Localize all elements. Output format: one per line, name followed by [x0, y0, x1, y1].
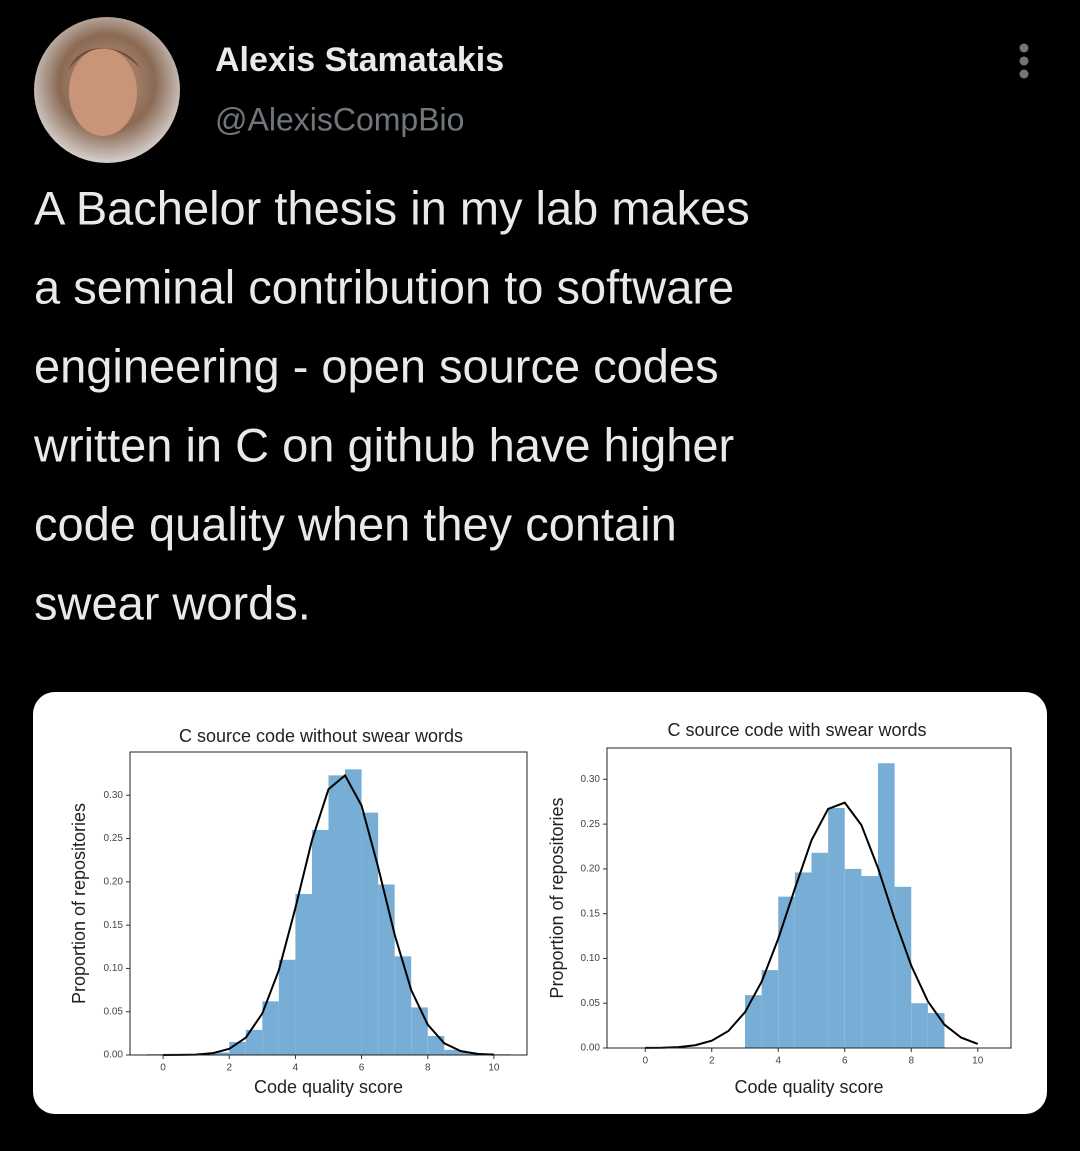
histogram-bar	[811, 852, 829, 1048]
y-tick-label: 0.20	[581, 864, 601, 875]
histogram-bar	[345, 769, 362, 1055]
chart-title: C source code without swear words	[179, 726, 463, 746]
y-tick-label: 0.15	[581, 908, 601, 919]
histogram-bar	[844, 868, 862, 1048]
plot-frame	[129, 751, 528, 1056]
tweet-line: engineering - open source codes	[34, 339, 719, 392]
x-tick-label: 0	[642, 1056, 648, 1067]
chart: C source code with swear words Code quali…	[547, 720, 1012, 1097]
histogram-bar	[262, 1001, 279, 1055]
x-tick-label: 10	[488, 1063, 500, 1074]
histogram-bar	[927, 1013, 945, 1048]
tweet-line: a seminal contribution to software	[34, 260, 734, 313]
y-tick-label: 0.05	[581, 998, 601, 1009]
histogram-bar	[378, 884, 395, 1055]
menu-dot[interactable]	[1019, 56, 1029, 66]
x-tick-label: 0	[160, 1063, 166, 1074]
avatar-face	[69, 48, 137, 136]
x-tick-label: 2	[709, 1056, 715, 1067]
y-tick-label: 0.10	[104, 963, 124, 974]
menu-dot[interactable]	[1019, 43, 1029, 53]
tweet-text: A Bachelor thesis in my lab makes a semin…	[33, 181, 750, 629]
fit-curve	[645, 801, 979, 1049]
user-name[interactable]: Alexis Stamatakis	[215, 41, 504, 79]
tweet-line: A Bachelor thesis in my lab makes	[34, 181, 750, 234]
y-tick-label: 0.15	[104, 920, 124, 931]
chart: C source code without swear words Code qu…	[69, 726, 528, 1097]
y-tick-label: 0.00	[104, 1050, 124, 1061]
y-axis-label: Proportion of repositories	[69, 803, 89, 1004]
avatar-hair	[68, 48, 140, 70]
histogram-bar	[778, 896, 795, 1048]
histogram-bar	[295, 893, 312, 1055]
fit-curve	[163, 773, 494, 1056]
histogram-bar	[861, 876, 878, 1048]
avatar[interactable]	[34, 17, 180, 163]
y-tick-label: 0.00	[581, 1043, 601, 1054]
x-tick-label: 8	[908, 1056, 914, 1067]
histogram-bar	[877, 763, 895, 1048]
histogram-bar	[394, 956, 412, 1055]
x-tick-label: 4	[293, 1063, 299, 1074]
y-tick-label: 0.25	[581, 819, 601, 830]
y-tick-label: 0.05	[104, 1006, 124, 1017]
histogram-bar	[245, 1029, 263, 1055]
x-tick-label: 6	[359, 1063, 365, 1074]
histogram-bar	[427, 1035, 445, 1055]
x-tick-label: 8	[425, 1063, 431, 1074]
y-tick-label: 0.30	[581, 774, 601, 785]
x-tick-label: 10	[972, 1056, 984, 1067]
histogram-bar	[328, 775, 346, 1055]
x-tick-label: 2	[226, 1063, 232, 1074]
x-tick-label: 4	[775, 1056, 781, 1067]
x-tick-label: 6	[842, 1056, 848, 1067]
histogram-bar	[794, 872, 812, 1048]
x-axis-label: Code quality score	[254, 1077, 403, 1097]
menu-dot[interactable]	[1019, 69, 1029, 79]
histogram-bar	[761, 970, 779, 1048]
y-axis-label: Proportion of repositories	[547, 797, 567, 998]
histogram-bar	[444, 1049, 461, 1055]
histogram-bar	[744, 995, 762, 1048]
tweet-line: written in C on github have higher	[33, 418, 734, 471]
histogram-bar	[311, 829, 329, 1055]
tweet-line: swear words.	[34, 576, 311, 629]
histogram-bar	[411, 1007, 428, 1055]
histogram-bar	[361, 812, 379, 1055]
y-tick-label: 0.30	[104, 790, 124, 801]
tweet-line: code quality when they contain	[34, 497, 677, 550]
y-tick-label: 0.20	[104, 876, 124, 887]
histogram-bar	[894, 886, 912, 1048]
histogram-bar	[212, 1052, 230, 1055]
y-tick-label: 0.25	[104, 833, 124, 844]
histogram-bar	[828, 808, 845, 1048]
chart-title: C source code with swear words	[667, 720, 926, 740]
plot-frame	[606, 747, 1012, 1049]
more-menu[interactable]	[1019, 43, 1029, 79]
histogram-bar	[278, 959, 296, 1055]
y-tick-label: 0.10	[581, 953, 601, 964]
user-handle[interactable]: @AlexisCompBio	[215, 101, 464, 137]
charts: C source code without swear words Code qu…	[69, 720, 1012, 1097]
histogram-bar	[911, 1003, 928, 1048]
x-axis-label: Code quality score	[734, 1077, 883, 1097]
histogram-bar	[460, 1052, 478, 1055]
